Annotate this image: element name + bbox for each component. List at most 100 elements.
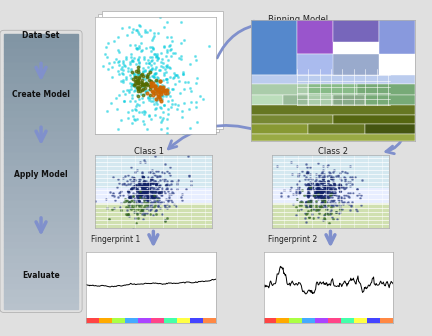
Point [161,43,168,49]
Point [162,63,169,68]
Point [149,199,156,204]
Point [187,182,194,188]
Point [136,85,143,90]
Point [302,182,308,187]
Point [124,172,131,177]
Point [151,113,158,118]
Point [115,48,122,53]
Bar [341,318,354,323]
Point [307,199,314,204]
Point [319,170,326,176]
Point [125,200,132,205]
Point [318,174,325,180]
Point [160,93,167,98]
Point [151,89,158,94]
Point [312,182,319,187]
Point [137,192,143,198]
Point [314,182,321,187]
Point [154,57,161,63]
Point [151,195,158,200]
Bar [251,124,308,134]
Point [295,171,302,176]
Point [157,93,164,98]
Point [295,184,302,190]
Bar [4,199,78,206]
Point [149,180,156,186]
Point [149,185,156,191]
Point [134,29,141,35]
Point [128,198,135,203]
Point [345,195,352,200]
Point [148,180,155,185]
Point [140,186,147,192]
Point [137,159,144,164]
Point [295,202,302,208]
Point [321,183,328,189]
Point [321,202,328,207]
Point [146,67,153,72]
Point [327,187,334,192]
Point [302,211,309,216]
Point [167,173,174,178]
Point [174,73,181,78]
Point [146,55,153,60]
Point [120,78,127,83]
Point [325,173,332,178]
Point [121,199,127,204]
Point [319,190,326,195]
Point [146,183,153,188]
Point [156,198,162,203]
Text: Data Set: Data Set [22,31,60,40]
Bar [378,20,415,54]
Point [137,80,144,85]
Point [319,187,326,193]
Point [124,188,131,194]
Point [292,191,299,196]
Bar [99,318,112,323]
Point [154,98,161,103]
Point [162,53,169,59]
Point [319,199,326,205]
Point [134,67,141,73]
Point [122,196,129,201]
Point [132,84,139,89]
Point [173,181,180,186]
Point [305,190,312,196]
Point [156,87,162,92]
Point [150,79,157,85]
Point [302,203,309,208]
Point [127,179,134,184]
Point [135,201,142,207]
Point [155,179,162,184]
Point [137,141,143,147]
Point [149,190,156,195]
Point [132,204,139,209]
Bar [4,89,78,96]
Point [157,199,164,204]
Point [305,185,312,190]
Point [130,194,137,199]
Bar [272,203,389,228]
Point [149,57,156,62]
Point [142,202,149,208]
Point [149,201,156,206]
Point [140,75,146,81]
Point [124,87,130,92]
Bar [4,178,78,185]
Point [181,86,187,92]
Point [308,184,315,190]
Point [155,30,162,35]
Point [336,203,343,208]
Point [160,102,167,108]
Point [147,202,154,207]
Point [159,193,165,198]
Point [317,187,324,193]
Point [340,200,346,206]
Point [123,76,130,82]
Point [307,200,314,205]
Point [194,120,200,125]
Point [150,74,157,80]
Point [349,190,356,196]
Point [129,226,136,232]
Point [151,106,158,112]
